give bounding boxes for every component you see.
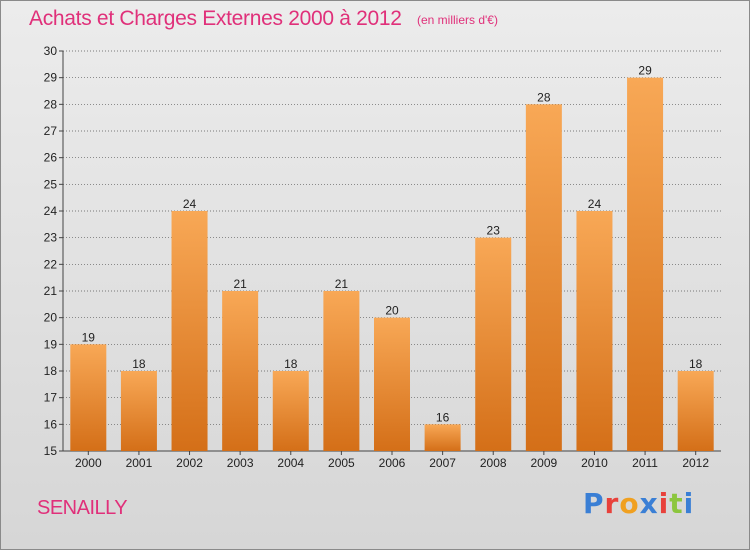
data-label: 16 [436,410,450,424]
x-tick-label: 2001 [126,456,153,470]
y-tick-label: 29 [44,71,58,85]
data-label: 20 [385,304,399,318]
data-label: 21 [233,277,247,291]
data-label: 18 [132,357,146,371]
commune-name: SENAILLY [37,497,128,519]
y-tick-label: 24 [44,204,58,218]
data-label: 24 [588,197,602,211]
y-tick-label: 16 [44,417,58,431]
logo-letter: x [639,487,659,520]
y-tick-label: 17 [44,391,58,405]
data-label: 28 [537,90,551,104]
data-label: 19 [82,330,96,344]
bar-2006 [374,317,410,451]
y-tick-label: 28 [44,97,58,111]
x-tick-label: 2004 [277,456,304,470]
x-tick-label: 2012 [682,456,709,470]
chart-subtitle: (en milliers d'€) [417,13,498,27]
chart-title: Achats et Charges Externes 2000 à 2012 [29,7,402,30]
data-label: 18 [689,357,703,371]
x-tick-label: 2010 [581,456,608,470]
bar-2001 [120,371,157,451]
data-label: 21 [335,277,349,291]
data-label: 29 [638,64,652,78]
logo-letter: r [604,487,620,520]
bar-2008 [475,237,512,451]
x-tick-label: 2011 [632,456,658,470]
bar-2000 [70,344,107,451]
y-tick-label: 23 [44,231,58,245]
data-label: 23 [487,224,501,238]
logo-letter: t [669,487,684,520]
data-label: 24 [183,197,197,211]
y-tick-label: 19 [44,337,58,351]
x-tick-label: 2000 [75,456,102,470]
logo-letter: P [583,487,605,520]
x-tick-label: 2006 [379,456,406,470]
y-tick-label: 18 [44,364,58,378]
bar-2011 [627,77,664,452]
y-tick-label: 27 [44,124,58,138]
y-tick-label: 15 [44,444,58,458]
data-label: 18 [284,357,298,371]
bar-2002 [171,211,208,451]
bar-2010 [576,211,613,451]
x-tick-label: 2002 [176,456,203,470]
y-tick-label: 25 [44,177,58,191]
bar-2005 [323,291,360,451]
y-tick-label: 21 [44,284,58,298]
bar-2003 [222,291,259,451]
logo-letter: o [619,487,640,520]
logo-letter: i [658,487,670,520]
proxiti-logo: Proxiti [583,487,694,520]
y-tick-label: 22 [44,257,58,271]
x-tick-label: 2008 [480,456,507,470]
bar-2012 [677,371,714,451]
bar-2009 [525,104,562,451]
y-tick-label: 26 [44,151,58,165]
x-tick-label: 2003 [227,456,254,470]
bar-2007 [424,424,461,451]
logo-letter: i [683,487,695,520]
y-tick-label: 20 [44,311,58,325]
x-tick-label: 2009 [530,456,557,470]
y-tick-label: 30 [44,44,58,58]
x-tick-label: 2007 [429,456,456,470]
bar-2004 [272,371,309,451]
x-tick-label: 2005 [328,456,355,470]
